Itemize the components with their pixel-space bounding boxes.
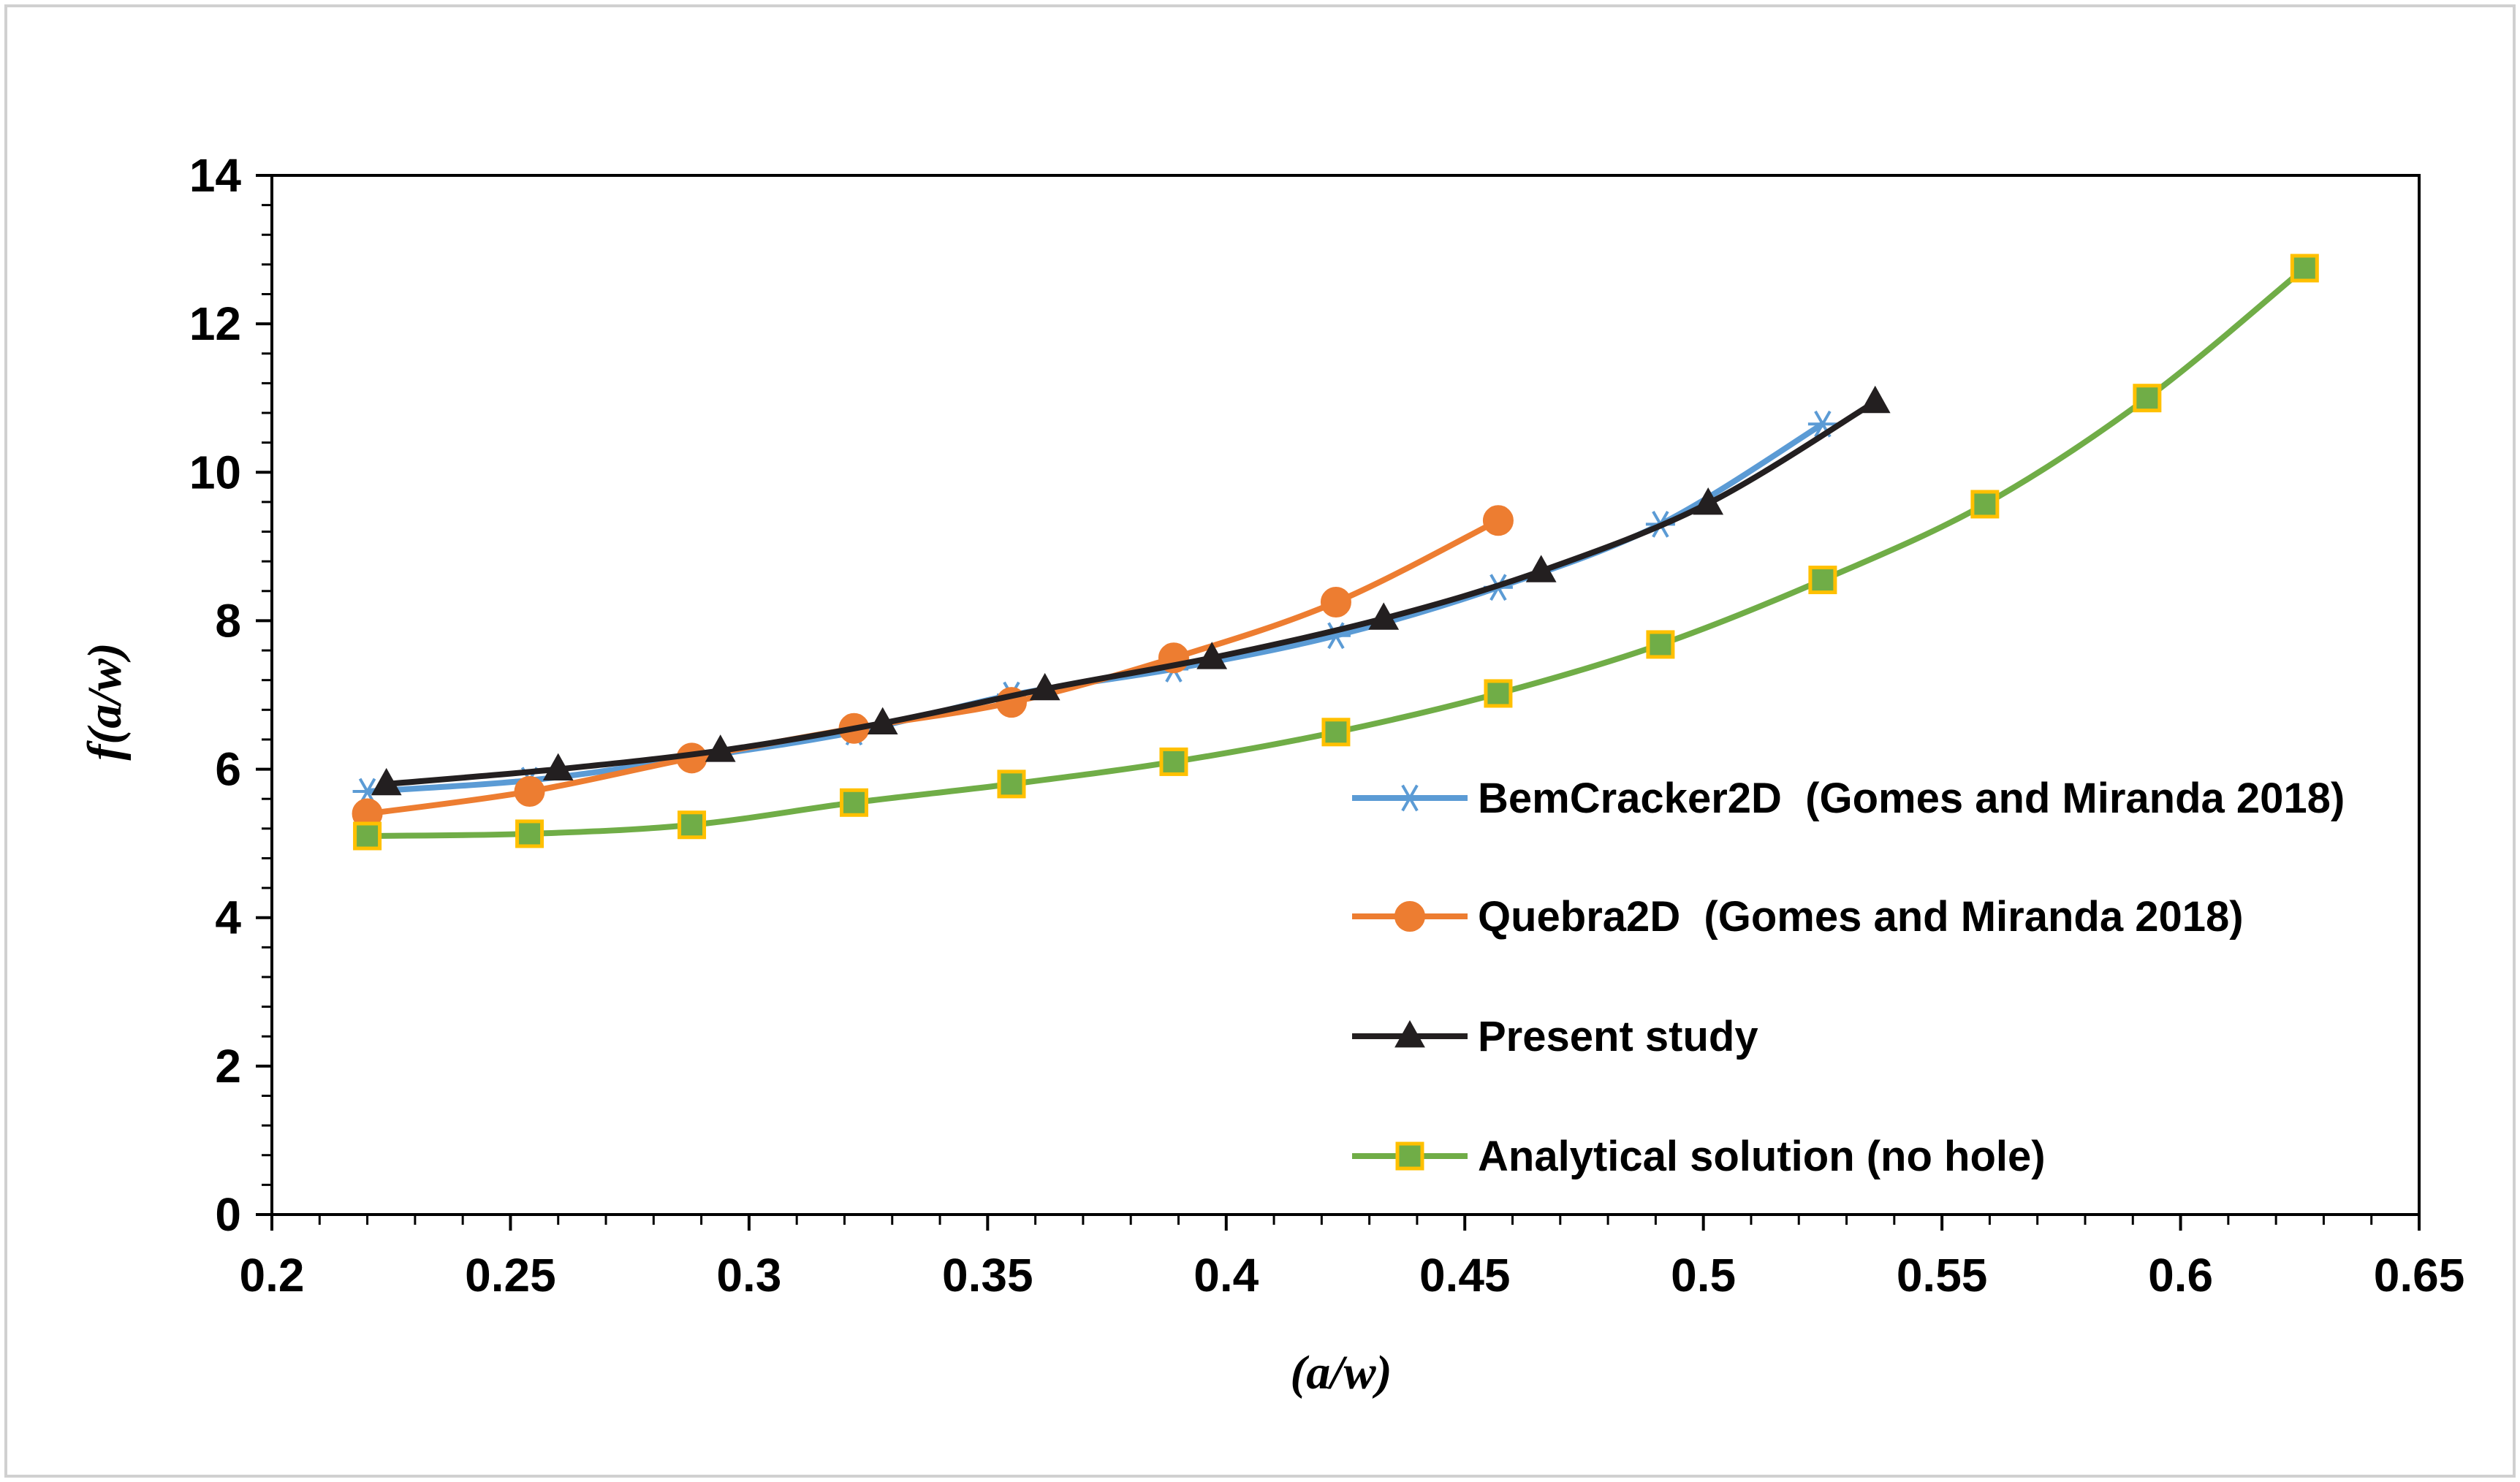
legend-label: BemCracker2D (Gomes and Miranda 2018): [1478, 775, 2345, 822]
data-point: [1196, 642, 1228, 669]
marker-shape: [371, 767, 402, 796]
x-tick-label: 0.5: [1671, 1249, 1736, 1302]
y-tick-label: 2: [215, 1040, 241, 1092]
data-point: [1368, 602, 1400, 630]
legend-item: Present study: [1352, 1013, 1758, 1060]
x-tick-label: 0.4: [1193, 1249, 1259, 1302]
legend-swatch-marker: [1394, 1020, 1425, 1048]
x-tick-label: 0.2: [240, 1249, 305, 1302]
legend-swatch-marker: [1395, 1141, 1424, 1171]
marker-shape: [1859, 385, 1891, 414]
data-point: [867, 707, 898, 734]
data-point: [1859, 385, 1891, 414]
data-point: [1970, 490, 2000, 519]
x-tick-label: 0.3: [716, 1249, 781, 1302]
data-point: [542, 753, 574, 780]
data-point: [1808, 566, 1837, 595]
marker-shape: [2133, 384, 2162, 413]
data-point: [2290, 254, 2319, 283]
data-point: [1484, 679, 1513, 708]
data-point: [997, 770, 1026, 799]
x-tick-label: 0.65: [2374, 1249, 2465, 1302]
marker-shape: [542, 753, 574, 780]
marker-shape: [1159, 747, 1188, 776]
data-point: [371, 767, 402, 796]
data-point: [1320, 587, 1351, 618]
data-point: [1646, 630, 1675, 659]
marker-shape: [1693, 487, 1724, 515]
y-axis-title: f(a/w): [78, 642, 132, 760]
marker-shape: [1394, 1020, 1425, 1048]
marker-shape: [1029, 672, 1060, 701]
legend-item: BemCracker2D (Gomes and Miranda 2018): [1352, 775, 2345, 822]
series-line: [383, 398, 1878, 787]
data-point: [1029, 672, 1060, 701]
x-axis-title: (a/w): [1290, 1346, 1392, 1399]
plot-area-frame: [270, 174, 2421, 1216]
y-tick-label: 8: [215, 594, 241, 647]
marker-shape: [1368, 602, 1400, 630]
series-line: [364, 517, 1501, 817]
legend-label: Quebra2D (Gomes and Miranda 2018): [1478, 893, 2244, 940]
marker-shape: [1482, 505, 1514, 536]
marker-shape: [515, 819, 544, 848]
data-point: [2133, 384, 2162, 413]
legend-label: Analytical solution (no hole): [1478, 1133, 2046, 1180]
y-tick-label: 12: [189, 297, 241, 350]
data-point: [514, 776, 545, 808]
marker-shape: [867, 707, 898, 734]
data-point: [1693, 487, 1724, 515]
marker-shape: [678, 810, 707, 840]
marker-stroke: [1814, 410, 1832, 438]
marker-shape: [840, 788, 869, 817]
outer-frame: [4, 4, 2516, 1478]
legend-item: Analytical solution (no hole): [1352, 1133, 2046, 1180]
marker-shape: [1320, 587, 1351, 618]
marker-shape: [1525, 555, 1557, 582]
x-tick-label: 0.6: [2148, 1249, 2213, 1302]
marker-shape: [353, 821, 382, 851]
marker-shape: [1484, 679, 1513, 708]
legend: BemCracker2D (Gomes and Miranda 2018) Que…: [1352, 775, 2345, 1180]
legend-swatch-marker: [1395, 784, 1424, 812]
series-3: [353, 254, 2319, 851]
data-point: [1525, 555, 1557, 582]
marker-shape: [1808, 566, 1837, 595]
marker-shape: [997, 770, 1026, 799]
y-tick-label: 6: [215, 743, 241, 796]
data-point: [840, 788, 869, 817]
data-point: [1482, 505, 1514, 536]
x-tick-label: 0.55: [1897, 1249, 1988, 1302]
y-tick-label: 14: [189, 149, 242, 202]
marker-shape: [705, 734, 736, 762]
y-tick-label: 4: [215, 892, 241, 944]
y-tick-label: 10: [189, 446, 241, 498]
data-point: [1159, 747, 1188, 776]
marker-shape: [1394, 901, 1425, 932]
x-tick-label: 0.35: [942, 1249, 1033, 1302]
marker-shape: [1321, 718, 1351, 747]
data-point: [705, 734, 736, 762]
x-tick-label: 0.45: [1419, 1249, 1511, 1302]
marker-stroke: [1401, 784, 1419, 812]
marker-shape: [1395, 1141, 1424, 1171]
marker-shape: [514, 776, 545, 808]
data-point: [353, 821, 382, 851]
x-tick-label: 0.25: [465, 1249, 556, 1302]
y-tick-label: 0: [215, 1188, 241, 1241]
legend-label: Present study: [1478, 1013, 1758, 1060]
data-point: [515, 819, 544, 848]
marker-shape: [1196, 642, 1228, 669]
legend-item: Quebra2D (Gomes and Miranda 2018): [1352, 893, 2244, 940]
marker-shape: [2290, 254, 2319, 283]
data-point: [678, 810, 707, 840]
series-2: [371, 385, 1891, 796]
legend-swatch-marker: [1394, 901, 1425, 932]
data-point: [1321, 718, 1351, 747]
marker-shape: [1646, 630, 1675, 659]
marker-shape: [1970, 490, 2000, 519]
